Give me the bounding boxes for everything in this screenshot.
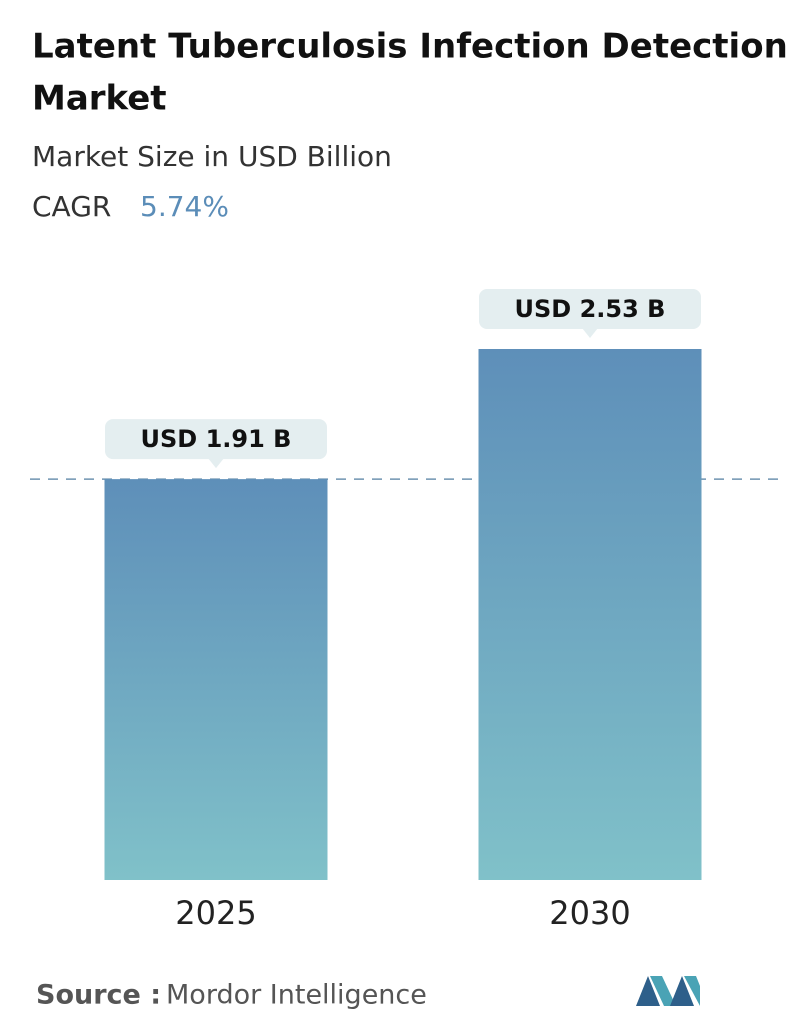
bar <box>104 479 328 880</box>
x-tick-label: 2030 <box>549 894 630 932</box>
value-label: USD 1.91 B <box>141 425 292 453</box>
cagr-label: CAGR <box>32 190 111 223</box>
value-label-pointer <box>582 328 598 338</box>
logo <box>636 976 700 1006</box>
chart-subtitle: Market Size in USD Billion <box>32 140 392 173</box>
bar <box>478 349 702 880</box>
chart-title-line1: Latent Tuberculosis Infection Detection <box>32 27 788 67</box>
source: Mordor Intelligence <box>166 980 427 1011</box>
x-tick-label: 2025 <box>175 894 256 932</box>
value-label-box <box>479 289 701 329</box>
value-label-box <box>105 419 327 460</box>
plot: USD 1.91 B 2025 USD 2.53 B 2030 <box>30 289 782 932</box>
source-label: Source : <box>36 980 161 1011</box>
value-label-pointer <box>208 458 224 469</box>
chart-title-line2: Market <box>32 79 167 119</box>
value-label: USD 2.53 B <box>515 295 666 323</box>
cagr-value: 5.74% <box>140 190 229 223</box>
